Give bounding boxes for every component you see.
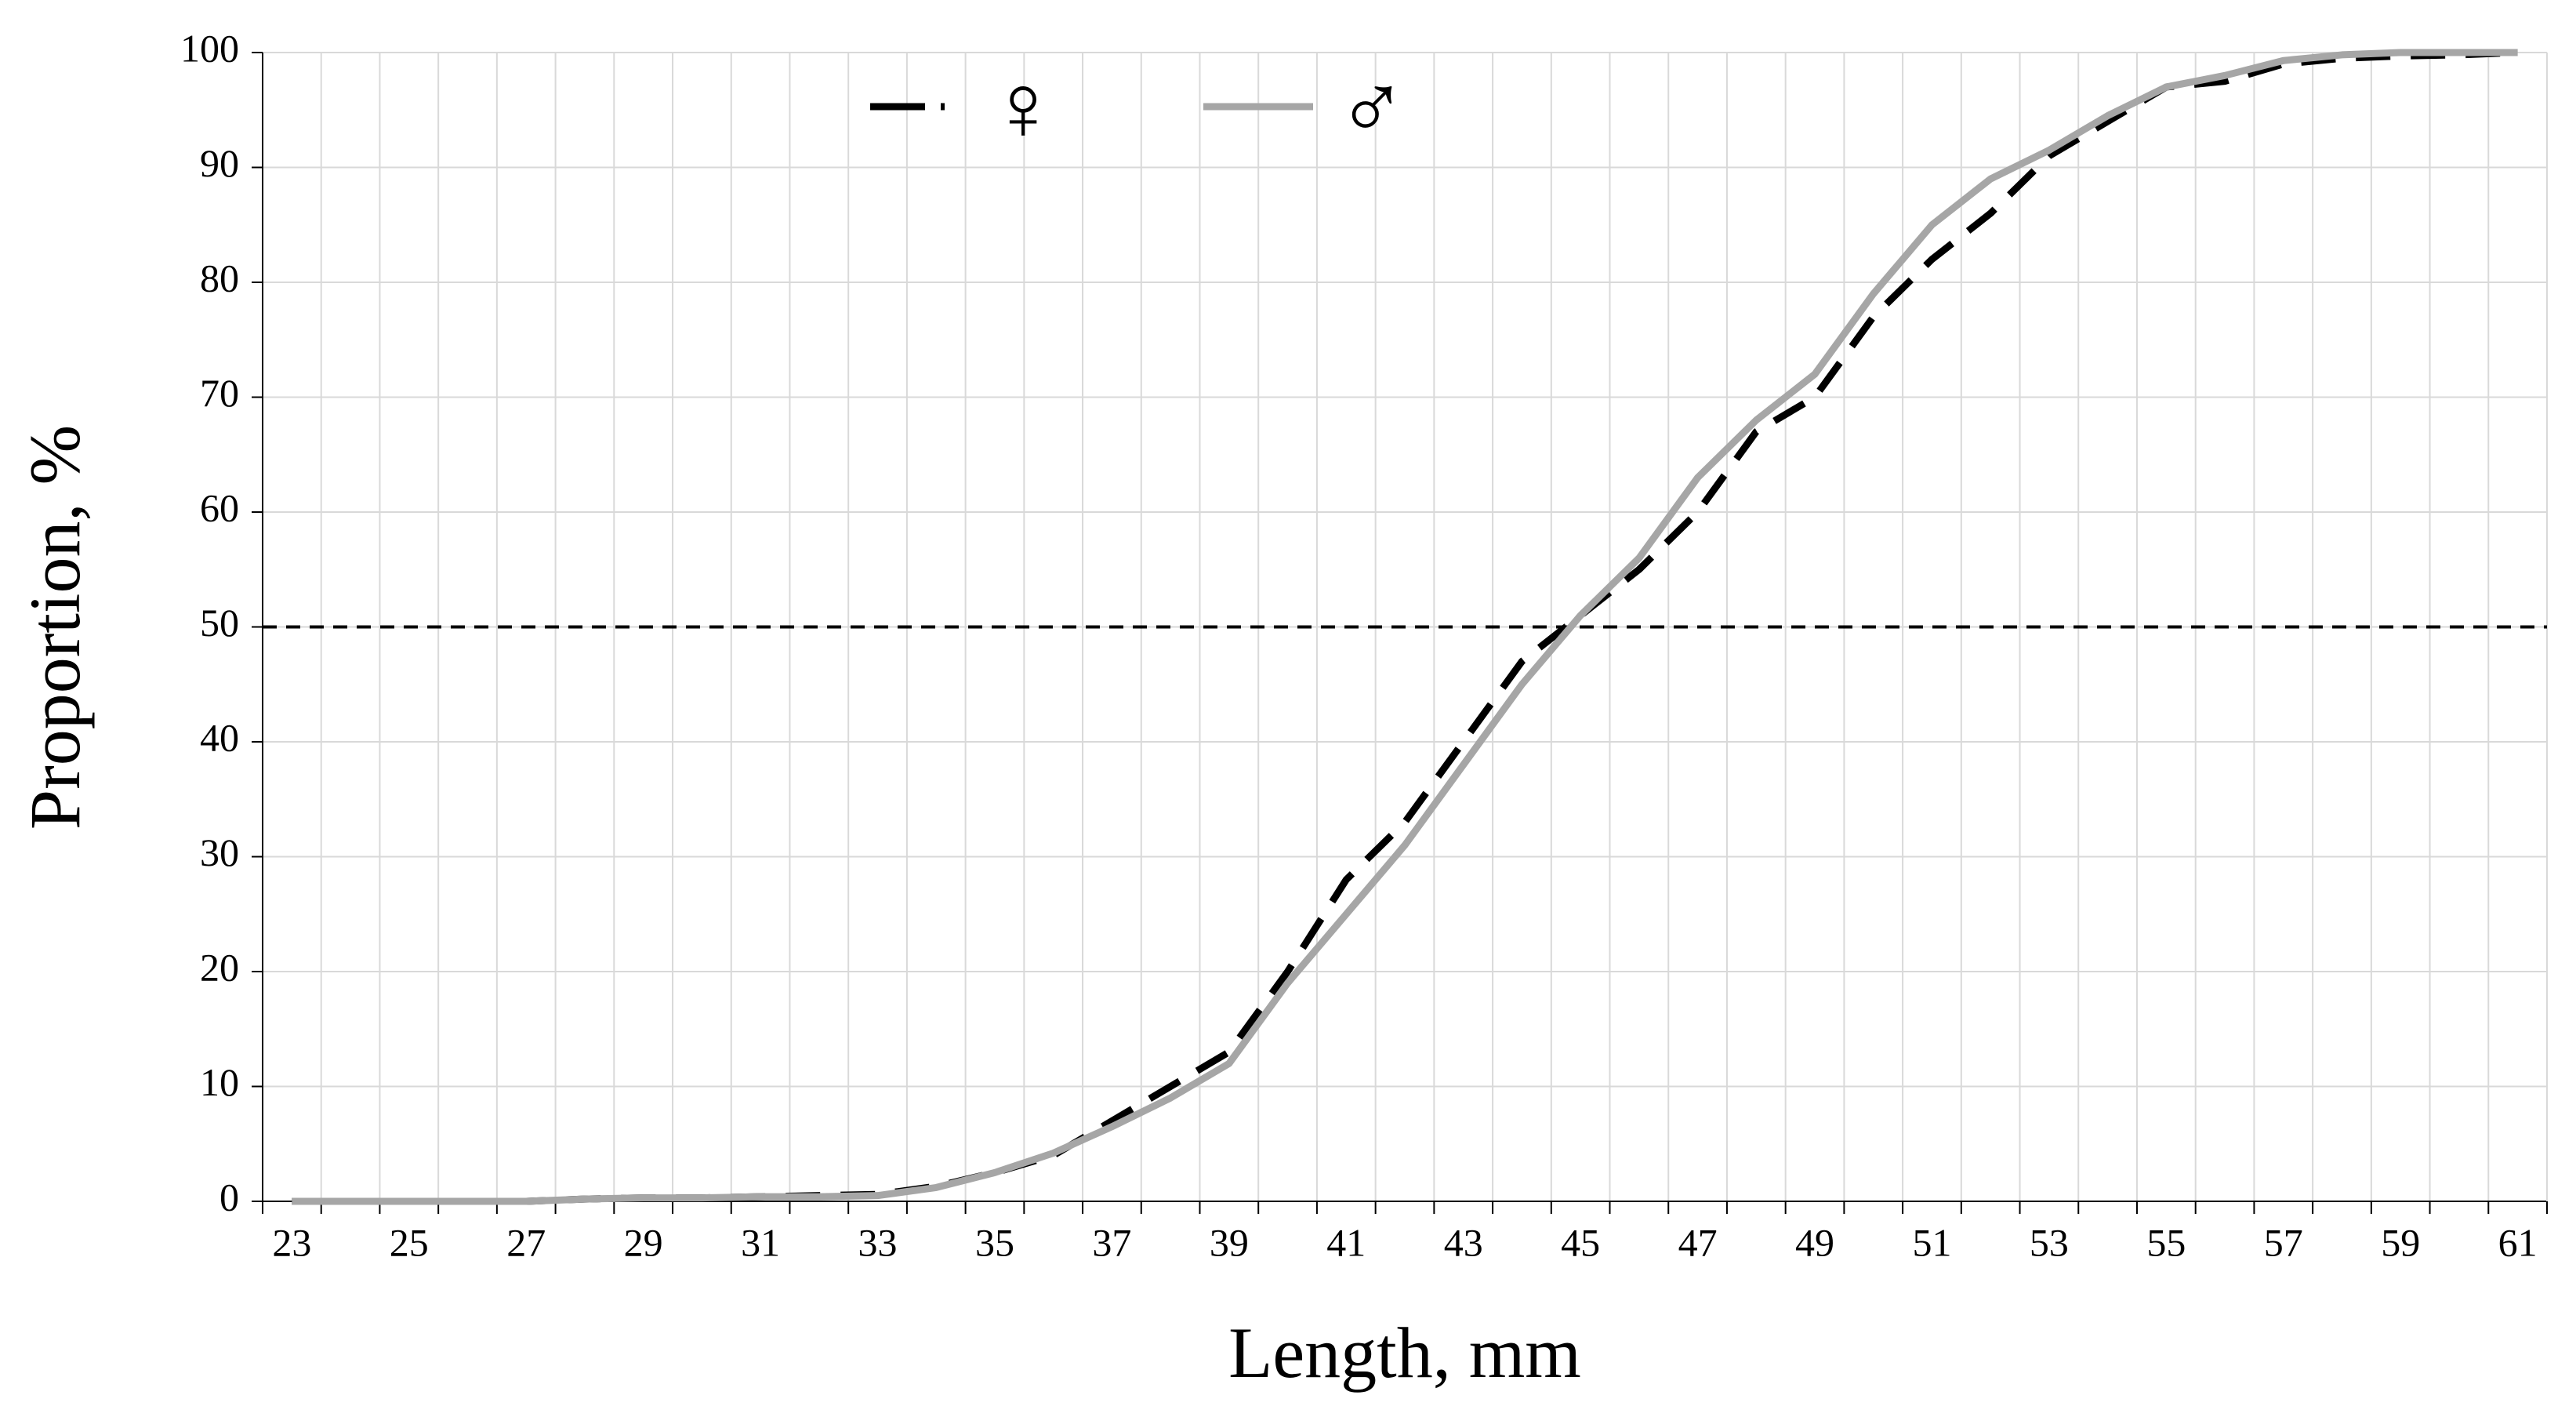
x-tick-label: 31 (741, 1220, 780, 1264)
x-tick-label: 35 (975, 1220, 1014, 1264)
x-tick-label: 23 (272, 1220, 311, 1264)
legend-label: ♂ (1337, 56, 1407, 160)
x-tick-label: 47 (1678, 1220, 1718, 1264)
series-line (292, 49, 2518, 1205)
x-tick-label: 49 (1795, 1220, 1834, 1264)
x-tick-label: 51 (1912, 1220, 1951, 1264)
x-tick-label: 41 (1326, 1220, 1366, 1264)
y-tick-label: 40 (200, 715, 239, 759)
x-tick-label: 43 (1444, 1220, 1483, 1264)
x-tick-label: 33 (858, 1220, 898, 1264)
y-tick-label: 70 (200, 371, 239, 415)
x-tick-label: 27 (506, 1220, 546, 1264)
y-tick-label: 20 (200, 945, 239, 989)
y-axis-title: Proportion, % (15, 425, 95, 830)
x-tick-label: 45 (1561, 1220, 1600, 1264)
x-tick-label: 25 (390, 1220, 429, 1264)
x-axis-title: Length, mm (1228, 1313, 1581, 1393)
x-tick-label: 39 (1210, 1220, 1249, 1264)
x-tick-label: 59 (2381, 1220, 2420, 1264)
y-tick-label: 80 (200, 256, 239, 300)
y-tick-label: 90 (200, 141, 239, 185)
x-tick-label: 61 (2498, 1220, 2538, 1264)
y-tick-label: 30 (200, 830, 239, 874)
x-tick-label: 57 (2264, 1220, 2303, 1264)
legend-label: ♀ (988, 56, 1058, 160)
y-tick-label: 50 (200, 601, 239, 645)
x-tick-label: 55 (2146, 1220, 2186, 1264)
x-tick-label: 37 (1092, 1220, 1131, 1264)
y-tick-label: 60 (200, 485, 239, 529)
x-tick-label: 53 (2030, 1220, 2069, 1264)
y-tick-label: 10 (200, 1060, 239, 1104)
x-tick-label: 29 (624, 1220, 663, 1264)
y-tick-label: 0 (220, 1175, 239, 1219)
y-tick-label: 100 (180, 26, 239, 70)
